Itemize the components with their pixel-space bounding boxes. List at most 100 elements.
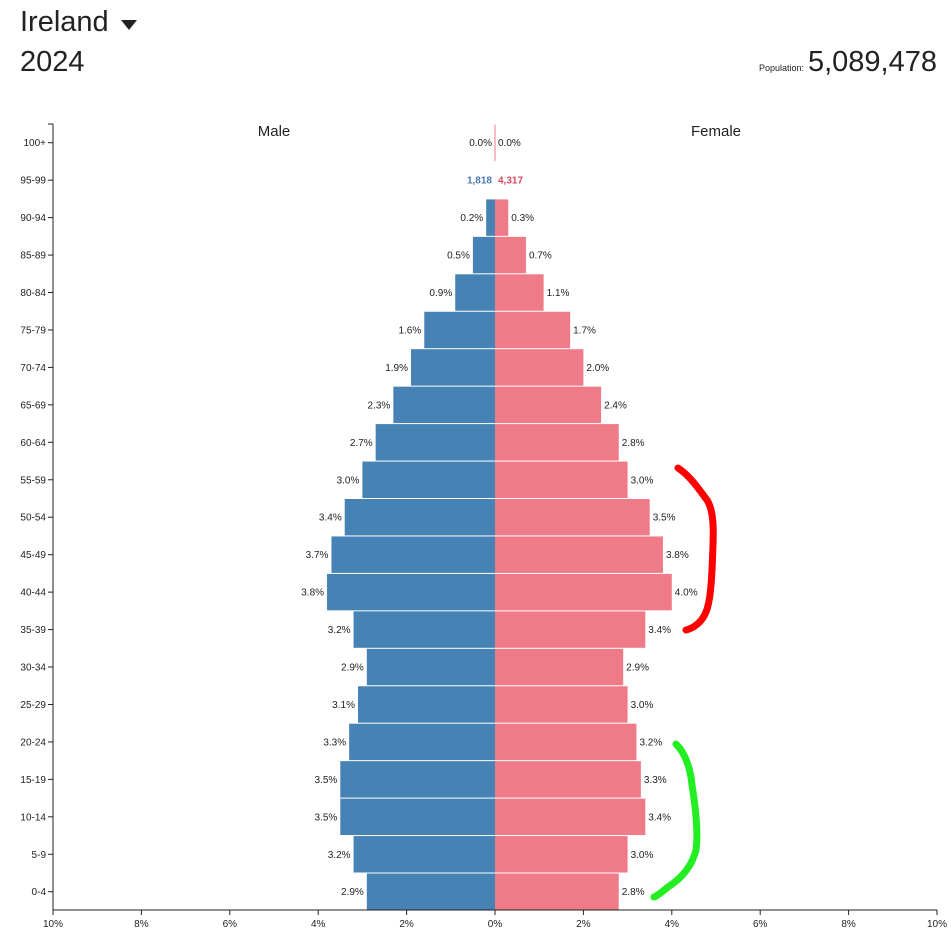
x-tick-label-5: 0% xyxy=(488,919,503,930)
y-tick-label-50-54: 50-54 xyxy=(20,513,46,524)
bar-male-5-9 xyxy=(353,836,495,873)
label-female-50-54: 3.5% xyxy=(653,513,676,524)
y-tick-label-95-99: 95-99 xyxy=(20,176,46,187)
bar-male-55-59 xyxy=(362,461,495,498)
label-male-80-84: 0.9% xyxy=(429,288,452,299)
bar-male-15-19 xyxy=(340,761,495,798)
label-male-0-4: 2.9% xyxy=(341,887,364,898)
y-tick-label-100+: 100+ xyxy=(23,138,46,149)
y-tick-label-45-49: 45-49 xyxy=(20,550,46,561)
label-female-80-84: 1.1% xyxy=(547,288,570,299)
country-name: Ireland xyxy=(20,6,109,38)
x-tick-label-9: 8% xyxy=(841,919,856,930)
bar-male-70-74 xyxy=(411,349,495,386)
label-female-100+: 0.0% xyxy=(498,138,521,149)
legend-male: Male xyxy=(258,123,291,140)
label-female-65-69: 2.4% xyxy=(604,400,627,411)
label-male-55-59: 3.0% xyxy=(337,475,360,486)
label-male-85-89: 0.5% xyxy=(447,251,470,262)
bar-male-85-89 xyxy=(472,236,495,274)
label-female-0-4: 2.8% xyxy=(622,887,645,898)
bar-female-25-29 xyxy=(495,686,628,723)
y-axis: 100+ 95-99 90-94 85-89 80-84 75-79 70-74 65-69 6… xyxy=(20,123,54,910)
country-selector[interactable]: Ireland xyxy=(20,6,137,39)
label-female-45-49: 3.8% xyxy=(666,550,689,561)
label-female-90-94: 0.3% xyxy=(511,213,534,224)
label-male-60-64: 2.7% xyxy=(350,438,373,449)
y-tick-label-75-79: 75-79 xyxy=(20,325,46,336)
y-tick-label-35-39: 35-39 xyxy=(20,625,46,636)
label-male-70-74: 1.9% xyxy=(385,363,408,374)
bar-male-45-49 xyxy=(331,536,495,573)
bar-male-60-64 xyxy=(375,424,495,461)
label-female-35-39: 3.4% xyxy=(648,625,671,636)
label-female-25-29: 3.0% xyxy=(631,700,654,711)
bar-female-40-44 xyxy=(495,573,672,611)
bar-female-10-14 xyxy=(495,798,646,836)
label-male-45-49: 3.7% xyxy=(306,550,329,561)
bar-male-40-44 xyxy=(327,573,495,611)
bar-female-35-39 xyxy=(495,611,646,648)
label-female-60-64: 2.8% xyxy=(622,438,645,449)
x-axis: 10% 8% 6% 4% 2% 0% 2% 4% 6% 8% 10% xyxy=(43,909,947,930)
bar-female-70-74 xyxy=(495,349,584,386)
x-tick-label-7: 4% xyxy=(665,919,680,930)
bar-female-20-24 xyxy=(495,723,637,761)
label-female-40-44: 4.0% xyxy=(675,588,698,599)
label-male-65-69: 2.3% xyxy=(368,400,391,411)
label-male-50-54: 3.4% xyxy=(319,513,342,524)
bar-female-60-64 xyxy=(495,424,619,461)
label-male-20-24: 3.3% xyxy=(323,737,346,748)
y-tick-label-30-34: 30-34 xyxy=(20,663,46,674)
x-tick-label-8: 6% xyxy=(753,919,768,930)
year-label: 2024 xyxy=(20,46,85,78)
bar-female-15-19 xyxy=(495,761,641,798)
label-female-5-9: 3.0% xyxy=(631,850,654,861)
x-tick-label-1: 8% xyxy=(134,919,149,930)
label-female-15-19: 3.3% xyxy=(644,775,667,786)
bar-female-50-54 xyxy=(495,499,650,536)
population-readout: Population: 5,089,478 xyxy=(759,46,937,79)
bar-male-0-4 xyxy=(366,873,495,910)
bar-male-65-69 xyxy=(393,386,495,424)
bar-male-10-14 xyxy=(340,798,495,836)
label-female-20-24: 3.2% xyxy=(639,737,662,748)
label-female-30-34: 2.9% xyxy=(626,663,649,674)
label-male-75-79: 1.6% xyxy=(398,325,421,336)
bar-female-80-84 xyxy=(495,274,544,311)
x-tick-label-6: 2% xyxy=(576,919,591,930)
bar-male-90-94 xyxy=(486,199,495,236)
y-tick-label-10-14: 10-14 xyxy=(20,812,46,823)
bar-female-55-59 xyxy=(495,461,628,498)
y-tick-label-15-19: 15-19 xyxy=(20,775,46,786)
label-male-35-39: 3.2% xyxy=(328,625,351,636)
bar-female-5-9 xyxy=(495,836,628,873)
bar-female-75-79 xyxy=(495,311,571,349)
label-female-85-89: 0.7% xyxy=(529,251,552,262)
legend-female: Female xyxy=(691,123,741,140)
bar-male-80-84 xyxy=(455,274,495,311)
population-label: Population: xyxy=(758,63,804,73)
bar-male-20-24 xyxy=(349,723,495,761)
label-female-70-74: 2.0% xyxy=(586,363,609,374)
bar-female-30-34 xyxy=(495,648,624,686)
label-male-40-44: 3.8% xyxy=(301,588,324,599)
population-value: 5,089,478 xyxy=(807,46,937,78)
label-female-55-59: 3.0% xyxy=(631,475,654,486)
bar-male-35-39 xyxy=(353,611,495,648)
bar-female-85-89 xyxy=(495,236,526,274)
bar-male-25-29 xyxy=(357,686,495,723)
caret-down-icon[interactable] xyxy=(120,19,137,30)
label-male-5-9: 3.2% xyxy=(328,850,351,861)
y-tick-label-80-84: 80-84 xyxy=(20,288,46,299)
bar-male-30-34 xyxy=(366,648,495,686)
x-tick-label-4: 2% xyxy=(399,919,414,930)
y-tick-label-65-69: 65-69 xyxy=(20,400,46,411)
y-tick-label-70-74: 70-74 xyxy=(20,363,46,374)
label-female-75-79: 1.7% xyxy=(573,325,596,336)
y-tick-label-5-9: 5-9 xyxy=(32,850,47,861)
label-male-30-34: 2.9% xyxy=(341,663,364,674)
y-tick-label-40-44: 40-44 xyxy=(20,588,46,599)
x-tick-label-2: 6% xyxy=(223,919,238,930)
